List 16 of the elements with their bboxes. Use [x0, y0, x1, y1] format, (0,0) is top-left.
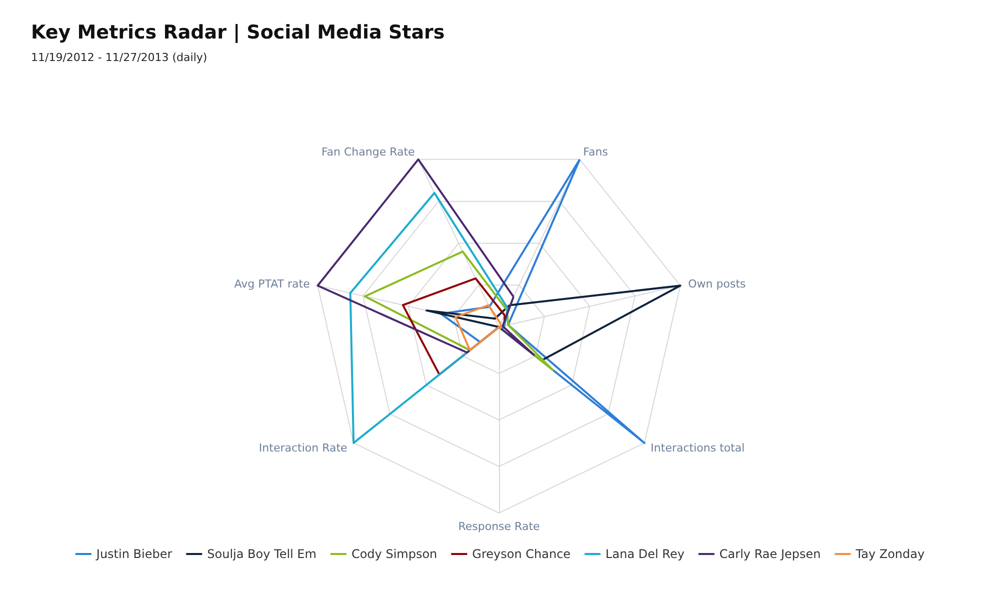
legend-label: Greyson Chance [472, 547, 571, 561]
spoke-label: Response Rate [458, 520, 540, 533]
legend-label: Cody Simpson [351, 547, 438, 561]
spoke-label: Avg PTAT rate [234, 277, 310, 290]
spoke-label: Fan Change Rate [321, 146, 416, 159]
legend-label: Soulja Boy Tell Em [207, 547, 316, 561]
spoke-label: Interaction Rate [258, 441, 348, 454]
spoke-label: Own posts [688, 277, 746, 290]
chart-subtitle: 11/19/2012 - 11/27/2013 (daily) [31, 51, 208, 64]
spoke-label: Fans [583, 146, 608, 159]
spoke-label: Interactions total [650, 441, 745, 454]
legend-label: Tay Zonday [854, 547, 925, 561]
legend-label: Lana Del Rey [606, 547, 684, 561]
chart-title: Key Metrics Radar | Social Media Stars [31, 22, 445, 44]
legend-label: Carly Rae Jepsen [719, 547, 821, 561]
legend-label: Justin Bieber [95, 547, 172, 561]
